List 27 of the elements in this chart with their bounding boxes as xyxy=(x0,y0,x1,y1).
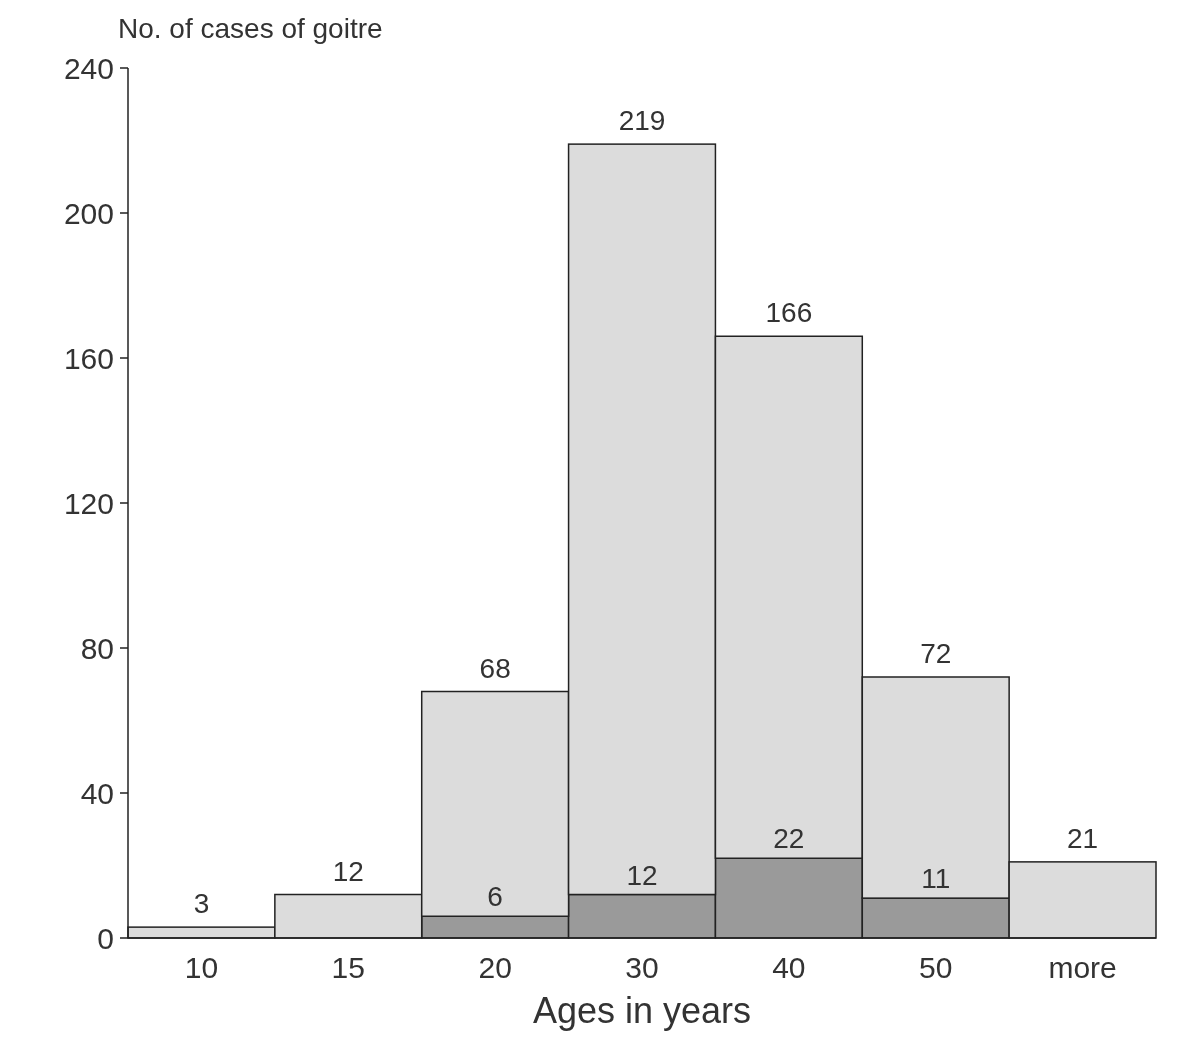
x-tick-label: 15 xyxy=(331,951,365,984)
y-tick-label: 40 xyxy=(80,776,114,810)
x-tick-label: 30 xyxy=(625,951,659,984)
data-label: 12 xyxy=(626,859,658,891)
data-label: 6 xyxy=(487,881,503,913)
total-label: 12 xyxy=(332,855,364,887)
x-tick-label: more xyxy=(1048,951,1117,984)
x-tick-label: 40 xyxy=(772,951,806,984)
y-tick-label: 80 xyxy=(80,631,114,665)
y-tick-label: 120 xyxy=(63,486,114,520)
x-tick-label: 50 xyxy=(919,951,953,984)
data-label: 11 xyxy=(921,863,951,895)
y-tick-label: 240 xyxy=(63,51,114,85)
y-tick-label: 160 xyxy=(63,341,114,375)
x-tick-label: 10 xyxy=(184,951,219,984)
total-label: 166 xyxy=(765,297,813,329)
total-label: 68 xyxy=(479,652,511,684)
y-tick-label: 200 xyxy=(63,196,114,230)
x-tick-label: 20 xyxy=(478,951,512,984)
total-label: 219 xyxy=(618,105,666,137)
total-label: 21 xyxy=(1066,822,1099,854)
data-label: 22 xyxy=(773,823,805,855)
total-label: 72 xyxy=(920,638,952,669)
y-axis-title: No. of cases of goitre xyxy=(118,13,383,44)
y-tick-label: 0 xyxy=(97,921,114,955)
x-axis-title: Ages in years xyxy=(532,990,752,1031)
total-label: 3 xyxy=(193,888,210,920)
